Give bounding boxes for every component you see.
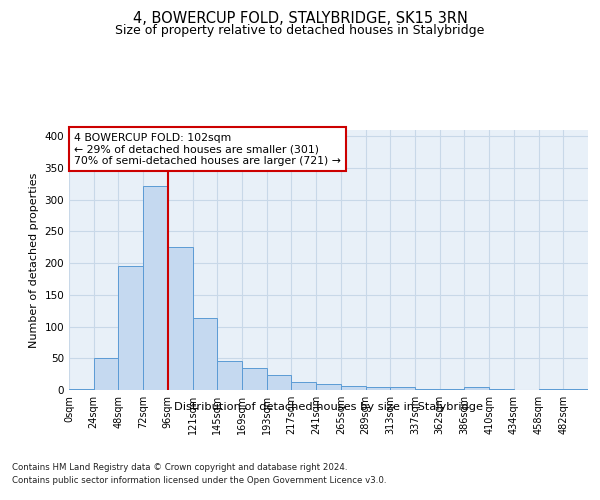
Text: Contains HM Land Registry data © Crown copyright and database right 2024.: Contains HM Land Registry data © Crown c…: [12, 462, 347, 471]
Bar: [390, 388, 415, 390]
Bar: [464, 388, 489, 390]
Bar: [242, 368, 267, 390]
Bar: [94, 358, 118, 390]
Text: 4, BOWERCUP FOLD, STALYBRIDGE, SK15 3RN: 4, BOWERCUP FOLD, STALYBRIDGE, SK15 3RN: [133, 11, 467, 26]
Text: Distribution of detached houses by size in Stalybridge: Distribution of detached houses by size …: [175, 402, 484, 412]
Bar: [539, 388, 563, 390]
Bar: [292, 382, 316, 390]
Bar: [143, 186, 168, 390]
Bar: [69, 388, 94, 390]
Bar: [316, 384, 341, 390]
Text: 4 BOWERCUP FOLD: 102sqm
← 29% of detached houses are smaller (301)
70% of semi-d: 4 BOWERCUP FOLD: 102sqm ← 29% of detache…: [74, 132, 341, 166]
Bar: [217, 361, 242, 390]
Text: Contains public sector information licensed under the Open Government Licence v3: Contains public sector information licen…: [12, 476, 386, 485]
Text: Size of property relative to detached houses in Stalybridge: Size of property relative to detached ho…: [115, 24, 485, 37]
Bar: [267, 375, 292, 390]
Bar: [365, 387, 390, 390]
Bar: [563, 388, 588, 390]
Bar: [415, 388, 440, 390]
Bar: [193, 318, 217, 390]
Bar: [168, 246, 193, 390]
Bar: [118, 266, 143, 390]
Bar: [341, 386, 365, 390]
Y-axis label: Number of detached properties: Number of detached properties: [29, 172, 39, 348]
